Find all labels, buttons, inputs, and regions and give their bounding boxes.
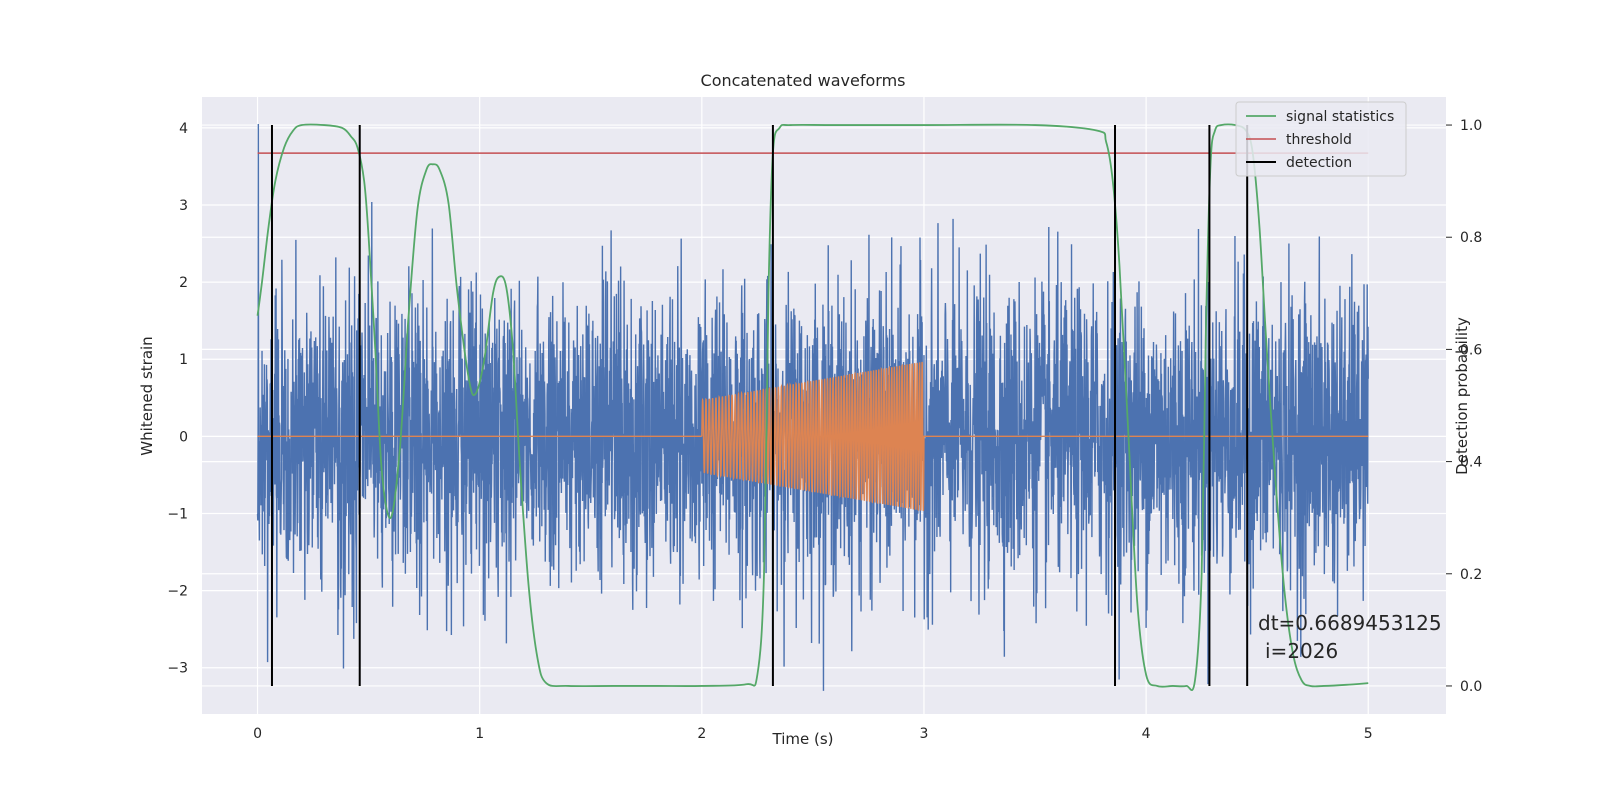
- y-right-tick-label: 0.2: [1460, 567, 1482, 583]
- legend-label-signal-statistics: signal statistics: [1286, 109, 1394, 125]
- injection-series: [257, 361, 1369, 512]
- signal-statistics-line: [256, 123, 1369, 691]
- y-left-tick-label: 2: [179, 275, 188, 291]
- y-right-tick-label: 0.8: [1460, 230, 1482, 246]
- x-tick-label: 5: [1364, 726, 1373, 742]
- y-right-axis-label: Detection probability: [1453, 317, 1471, 475]
- y-left-tick-label: 3: [179, 198, 188, 214]
- y-right-tick-label: 1.0: [1460, 118, 1482, 134]
- detection-lines: [270, 125, 1249, 686]
- y-right-axis-ticks: 0.0 0.2 0.4 0.6 0.8 1.0: [1446, 118, 1482, 695]
- annotation-dt: dt=0.6689453125: [1258, 611, 1442, 635]
- x-tick-label: 4: [1142, 726, 1151, 742]
- chart-title: Concatenated waveforms: [701, 71, 906, 90]
- y-left-axis-label: Whitened strain: [138, 336, 156, 455]
- legend-label-detection: detection: [1286, 155, 1352, 171]
- annotation-index: i=2026: [1265, 639, 1338, 663]
- y-left-tick-label: 4: [179, 121, 188, 137]
- y-left-tick-label: 0: [179, 429, 188, 445]
- legend-frame: [1235, 101, 1407, 177]
- x-axis-ticks: 0 1 2 3 4 5: [253, 726, 1373, 742]
- y-left-tick-label: −2: [167, 584, 188, 600]
- legend: signal statistics threshold detection: [1235, 101, 1407, 177]
- y-right-tick-label: 0.0: [1460, 679, 1482, 695]
- y-right-tick-label: 0.6: [1460, 342, 1482, 358]
- x-tick-label: 3: [920, 726, 929, 742]
- legend-label-threshold: threshold: [1286, 132, 1352, 148]
- x-tick-label: 1: [475, 726, 484, 742]
- y-left-tick-label: 1: [179, 352, 188, 368]
- y-left-axis-ticks: −3 −2 −1 0 1 2 3 4: [167, 121, 188, 677]
- y-left-tick-label: −3: [167, 661, 188, 677]
- x-tick-label: 2: [697, 726, 706, 742]
- y-right-tick-label: 0.4: [1460, 455, 1482, 471]
- x-axis-label: Time (s): [772, 730, 834, 748]
- x-tick-label: 0: [253, 726, 262, 742]
- y-left-tick-label: −1: [167, 506, 188, 522]
